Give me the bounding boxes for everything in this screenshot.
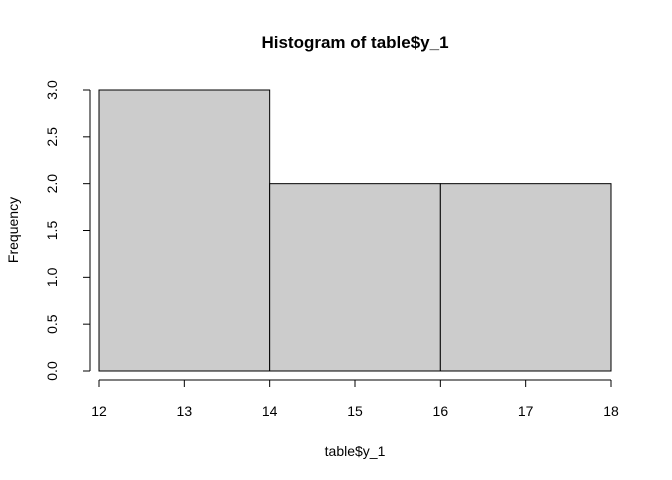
y-tick-label: 1.5	[44, 221, 60, 241]
y-axis: 0.0 0.5 1.0 1.5 2.0 2.5 3.0	[44, 80, 91, 381]
x-tick-label: 12	[91, 403, 107, 419]
histogram-bar-2	[269, 183, 441, 372]
y-tick-label: 0.0	[44, 361, 60, 381]
x-tick-label: 17	[518, 403, 534, 419]
y-tick-label: 0.5	[44, 314, 60, 334]
y-tick-label: 2.0	[44, 174, 60, 194]
y-tick-label: 2.5	[44, 127, 60, 147]
y-tick-label: 1.0	[44, 267, 60, 287]
x-tick-label: 13	[177, 403, 193, 419]
x-tick-label: 14	[262, 403, 278, 419]
chart-title: Histogram of table$y_1	[261, 33, 448, 52]
x-tick-label: 15	[347, 403, 363, 419]
x-tick-label: 18	[603, 403, 619, 419]
x-axis: 12 13 14 15 16 17 18	[91, 379, 619, 419]
bars-group	[98, 89, 612, 372]
x-axis-label: table$y_1	[325, 443, 386, 459]
histogram-bar-3	[439, 183, 612, 372]
x-tick-label: 16	[433, 403, 449, 419]
histogram-bar-1	[98, 89, 271, 372]
y-tick-label: 3.0	[44, 80, 60, 100]
y-axis-label: Frequency	[5, 197, 21, 263]
